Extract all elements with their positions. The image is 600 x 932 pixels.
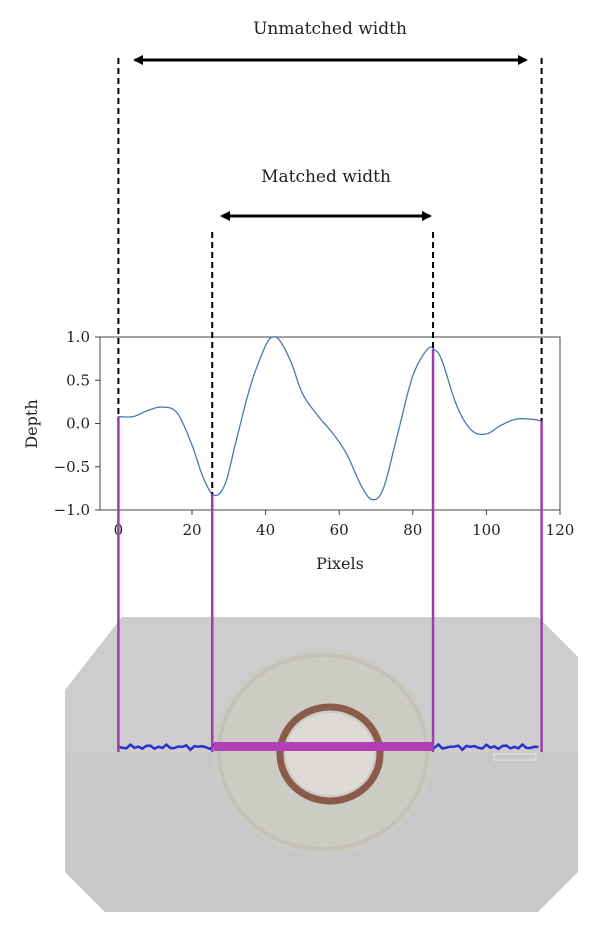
y-tick-label: 0.5 [66,371,90,389]
x-axis-label: Pixels [316,554,364,573]
x-tick-label: 40 [256,521,275,539]
specimen-photo [65,617,578,912]
x-axis-ticks: 020406080100120 [114,510,575,539]
y-tick-label: −1.0 [54,501,90,519]
matched-width-label: Matched width [261,167,391,187]
x-tick-label: 100 [472,521,501,539]
y-axis-label: Depth [22,399,41,448]
x-tick-label: 80 [403,521,422,539]
depth-plot: 020406080100120 1.00.50.0−0.5−1.0 Pixels… [22,328,574,573]
y-tick-label: 0.0 [66,415,90,433]
matched-region-bar [214,742,434,751]
depth-curve [118,336,542,501]
y-tick-label: 1.0 [66,328,90,346]
x-tick-label: 60 [330,521,349,539]
plot-frame [99,336,561,511]
width-markers [117,58,543,752]
unmatched-width-label: Unmatched width [253,19,407,39]
specimen-ring [276,703,384,805]
x-tick-label: 120 [546,521,575,539]
y-axis-ticks: 1.0 0.5 0.0 −0.5 −1.0 [54,328,100,519]
y-tick-label: −0.5 [54,458,90,476]
x-tick-label: 20 [182,521,201,539]
